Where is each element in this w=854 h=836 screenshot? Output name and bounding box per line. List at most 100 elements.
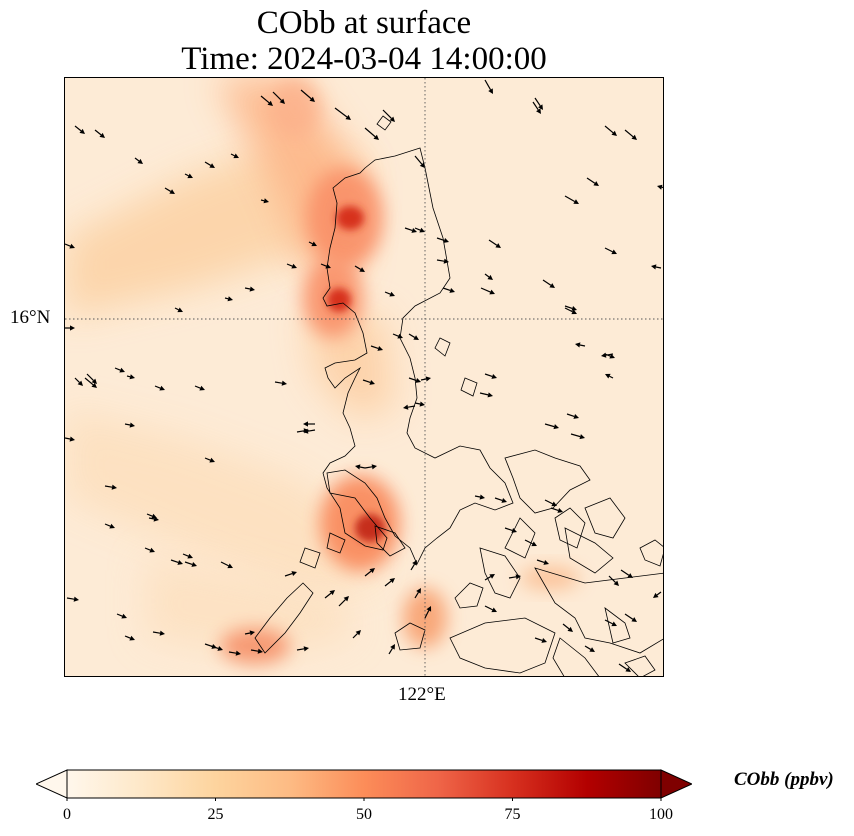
wind-arrow: [134, 157, 143, 164]
wind-arrow: [204, 161, 215, 168]
wind-arrow: [65, 325, 75, 331]
wind-arrow: [284, 571, 297, 577]
wind-arrow: [74, 125, 85, 134]
coastline-path: [552, 637, 599, 676]
coastline-path: [504, 449, 591, 514]
wind-arrow: [228, 650, 241, 656]
wind-arrow: [420, 376, 431, 382]
wind-arrow: [388, 644, 395, 655]
wind-arrow: [414, 401, 425, 407]
wind-arrow: [86, 373, 97, 384]
coastline-path: [322, 147, 514, 565]
coastline-path: [504, 517, 536, 559]
map-time-subtitle: Time: 2024-03-04 14:00:00: [181, 41, 547, 77]
wind-arrow: [657, 184, 663, 190]
wind-arrow: [362, 379, 375, 385]
coastline-path: [394, 622, 426, 651]
wind-arrow: [65, 436, 75, 442]
wind-arrow: [320, 263, 331, 269]
wind-arrow: [355, 464, 366, 470]
wind-arrow: [479, 392, 493, 398]
colorbar-bar: [36, 769, 692, 801]
wind-arrow: [408, 333, 419, 340]
wind-arrow: [164, 187, 175, 194]
wind-arrow: [534, 97, 543, 110]
coastline-path: [479, 547, 521, 599]
wind-arrow: [532, 101, 541, 114]
wind-arrow: [116, 613, 127, 619]
wind-arrow: [566, 413, 579, 419]
wind-arrow: [286, 263, 297, 269]
wind-arrow: [230, 153, 239, 159]
longitude-tick-label: 122°E: [398, 684, 446, 705]
wind-arrow: [484, 79, 493, 94]
wind-arrow: [174, 307, 183, 313]
wind-arrow: [152, 630, 165, 636]
wind-arrow: [272, 91, 285, 104]
wind-arrow: [618, 663, 631, 672]
wind-arrow: [114, 367, 125, 373]
coastline-path: [624, 655, 656, 676]
colorbar-tick-label: 0: [63, 806, 71, 823]
coastline-path: [454, 582, 484, 609]
wind-vectors: [65, 79, 663, 672]
wind-arrow: [550, 507, 563, 513]
wind-arrow: [182, 553, 193, 559]
wind-arrow: [364, 464, 377, 470]
wind-arrow: [542, 279, 555, 288]
wind-arrow: [605, 373, 614, 379]
wind-arrow: [544, 423, 559, 430]
wind-arrow: [586, 177, 599, 186]
wind-arrow: [146, 513, 157, 519]
wind-arrow: [224, 296, 233, 302]
wind-arrow: [66, 596, 79, 602]
coastline-path: [604, 607, 631, 644]
wind-arrow: [436, 258, 449, 264]
map-panel: [64, 77, 664, 677]
wind-arrow: [370, 345, 383, 351]
wind-arrow: [494, 497, 507, 503]
wind-arrow: [334, 107, 351, 120]
wind-arrow: [424, 606, 432, 619]
wind-arrow: [604, 247, 617, 255]
wind-arrow: [392, 333, 403, 339]
wind-arrow: [104, 523, 115, 529]
coastline-path: [299, 547, 321, 569]
wind-arrow: [534, 637, 547, 643]
coastline-path: [564, 527, 614, 574]
wind-arrow: [484, 373, 497, 379]
wind-arrow: [184, 173, 193, 179]
coastline-path: [584, 497, 626, 539]
wind-arrow: [250, 648, 263, 654]
wind-arrow: [154, 385, 165, 391]
wind-arrow: [564, 195, 579, 204]
colorbar-max-extend: [660, 769, 692, 799]
wind-arrow: [338, 596, 349, 607]
coastline-path: [374, 525, 406, 557]
wind-arrow: [608, 575, 619, 586]
wind-arrow: [194, 385, 205, 391]
coastline-path: [434, 337, 451, 357]
wind-arrow: [204, 457, 215, 463]
wind-arrow: [442, 287, 455, 293]
wind-arrow: [364, 568, 375, 577]
coastline-path: [376, 115, 392, 131]
coastline-path: [554, 507, 586, 549]
wind-arrow: [620, 569, 633, 578]
wind-arrow: [414, 155, 425, 168]
wind-arrow: [480, 287, 495, 295]
wind-arrow: [601, 352, 614, 358]
colorbar-tick-label: 25: [207, 806, 224, 823]
colorbar-tick-label: 75: [504, 806, 521, 823]
wind-arrow: [584, 645, 595, 652]
colorbar-tick-label: 50: [356, 806, 372, 823]
wind-arrow: [484, 574, 495, 581]
wind-arrow: [296, 428, 309, 434]
wind-arrow: [354, 265, 365, 272]
wind-arrow: [653, 591, 662, 598]
colorbar-tick-label: 100: [649, 806, 673, 823]
wind-arrow: [604, 619, 617, 627]
wind-arrow: [624, 613, 637, 622]
wind-arrow: [484, 605, 497, 613]
wind-arrow: [303, 421, 315, 427]
